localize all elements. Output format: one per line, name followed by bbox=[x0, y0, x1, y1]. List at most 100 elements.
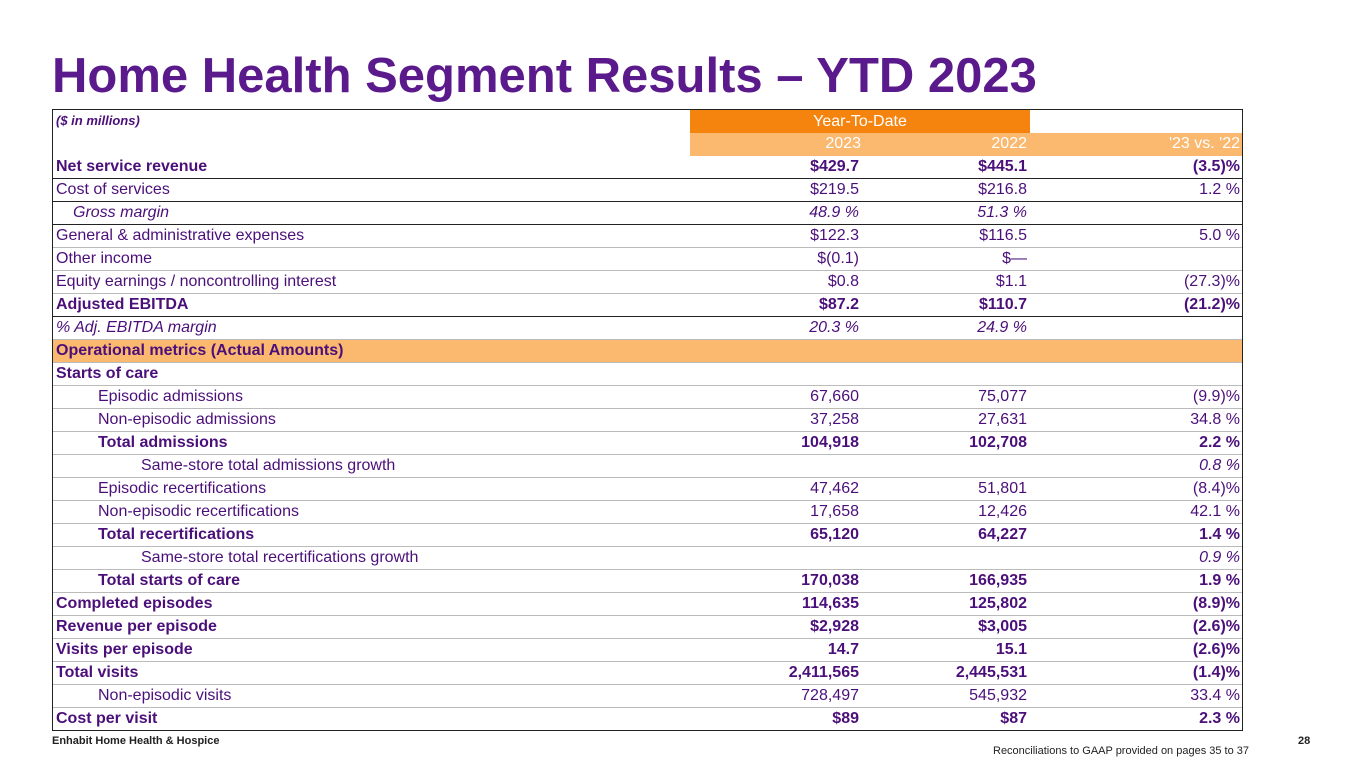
row-label: Adjusted EBITDA bbox=[56, 296, 189, 313]
cell-2023: 2,411,565 bbox=[788, 664, 859, 681]
cell-change: (8.9)% bbox=[1192, 595, 1240, 612]
cell-change: (27.3)% bbox=[1183, 273, 1240, 290]
row-label: Net service revenue bbox=[56, 158, 208, 175]
cell-change: (3.5)% bbox=[1192, 158, 1240, 175]
table-row: Total recertifications 65,120 64,227 1.4 % bbox=[53, 523, 1242, 546]
cell-2023: 65,120 bbox=[810, 526, 859, 543]
cell-2023: 37,258 bbox=[810, 411, 859, 428]
row-label: Other income bbox=[56, 250, 153, 267]
cell-2022: 545,932 bbox=[969, 687, 1027, 704]
cell-2023: $(0.1) bbox=[817, 250, 859, 267]
cell-2022: $216.8 bbox=[978, 181, 1027, 198]
cell-2023: 104,918 bbox=[801, 434, 859, 451]
row-label: Starts of care bbox=[56, 365, 159, 382]
col-header-change: '23 vs. '22 bbox=[1168, 135, 1240, 152]
cell-2022: $3,005 bbox=[978, 618, 1027, 635]
cell-change: (1.4)% bbox=[1192, 664, 1240, 681]
cell-2023: 114,635 bbox=[802, 595, 859, 612]
cell-change: (21.2)% bbox=[1183, 296, 1240, 313]
table-row: Non-episodic admissions 37,258 27,631 34.8 … bbox=[53, 408, 1242, 431]
cell-2022: 166,935 bbox=[969, 572, 1027, 589]
cell-2022: 51.3 % bbox=[977, 204, 1027, 221]
cell-2022: 24.9 % bbox=[977, 319, 1027, 336]
cell-2023: $219.5 bbox=[810, 181, 859, 198]
row-label: Visits per episode bbox=[56, 641, 193, 658]
cell-2022: 12,426 bbox=[978, 503, 1027, 520]
cell-change: (2.6)% bbox=[1192, 641, 1240, 658]
table-row: Total visits 2,411,565 2,445,531 (1.4)% bbox=[53, 661, 1242, 684]
table-row: Equity earnings / noncontrolling interes… bbox=[53, 270, 1242, 293]
cell-change: (8.4)% bbox=[1192, 480, 1240, 497]
row-label: Same-store total admissions growth bbox=[141, 457, 396, 474]
table-row: % Adj. EBITDA margin 20.3 % 24.9 % bbox=[53, 316, 1242, 339]
row-label: Non-episodic admissions bbox=[98, 411, 276, 428]
row-label: Revenue per episode bbox=[56, 618, 217, 635]
row-label: Cost per visit bbox=[56, 710, 158, 727]
cell-change: 5.0 % bbox=[1199, 227, 1240, 244]
cell-2023: $2,928 bbox=[810, 618, 859, 635]
cell-2022: $1.1 bbox=[995, 273, 1027, 290]
cell-2022: $— bbox=[1002, 250, 1027, 267]
cell-2022: $87 bbox=[1000, 710, 1027, 727]
cell-2022: 2,445,531 bbox=[955, 664, 1027, 681]
table-row: Visits per episode 14.7 15.1 (2.6)% bbox=[53, 638, 1242, 661]
results-table: ($ in millions) Year-To-Date 2023 2022 '… bbox=[52, 109, 1243, 731]
page-number: 28 bbox=[1298, 735, 1311, 747]
row-label: Equity earnings / noncontrolling interes… bbox=[56, 273, 337, 290]
units-label: ($ in millions) bbox=[56, 113, 140, 128]
table-header-period-row: ($ in millions) Year-To-Date bbox=[53, 110, 1242, 133]
table-row: Episodic recertifications 47,462 51,801 (8.… bbox=[53, 477, 1242, 500]
table-row: Total admissions 104,918 102,708 2.2 % bbox=[53, 431, 1242, 454]
cell-change: 1.4 % bbox=[1199, 526, 1240, 543]
table-row: Same-store total recertifications growth… bbox=[53, 546, 1242, 569]
page-title: Home Health Segment Results – YTD 2023 bbox=[52, 49, 1037, 103]
row-label: Non-episodic recertifications bbox=[98, 503, 299, 520]
table-row: General & administrative expenses $122.3 $… bbox=[53, 224, 1242, 247]
cell-2022: 75,077 bbox=[978, 388, 1027, 405]
cell-2022: 15.1 bbox=[995, 641, 1027, 658]
cell-change: 42.1 % bbox=[1190, 503, 1240, 520]
cell-change: 2.3 % bbox=[1199, 710, 1240, 727]
cell-2023: 17,658 bbox=[810, 503, 859, 520]
table-row: Other income $(0.1) $— bbox=[53, 247, 1242, 270]
row-label: Non-episodic visits bbox=[98, 687, 232, 704]
table-row: Non-episodic visits 728,497 545,932 33.4 % bbox=[53, 684, 1242, 707]
cell-change: 34.8 % bbox=[1190, 411, 1240, 428]
row-label: Episodic admissions bbox=[98, 388, 243, 405]
cell-2022: 51,801 bbox=[978, 480, 1027, 497]
cell-2023: $89 bbox=[832, 710, 859, 727]
cell-2022: 102,708 bbox=[969, 434, 1027, 451]
table-row: Cost of services $219.5 $216.8 1.2 % bbox=[53, 178, 1242, 201]
row-label: Total admissions bbox=[98, 434, 228, 451]
row-label: Operational metrics (Actual Amounts) bbox=[56, 342, 344, 359]
cell-change: 33.4 % bbox=[1190, 687, 1240, 704]
cell-change: 1.2 % bbox=[1199, 181, 1240, 198]
table-row: Adjusted EBITDA $87.2 $110.7 (21.2)% bbox=[53, 293, 1242, 316]
table-row: Episodic admissions 67,660 75,077 (9.9)% bbox=[53, 385, 1242, 408]
footnote: Reconciliations to GAAP provided on page… bbox=[993, 745, 1250, 757]
cell-change: (9.9)% bbox=[1192, 388, 1240, 405]
table-row: Same-store total admissions growth 0.8 % bbox=[53, 454, 1242, 477]
cell-2023: $0.8 bbox=[827, 273, 859, 290]
table-row: Completed episodes 114,635 125,802 (8.9)% bbox=[53, 592, 1242, 615]
cell-2023: $87.2 bbox=[818, 296, 859, 313]
cell-2022: $110.7 bbox=[978, 296, 1027, 313]
cell-2023: 48.9 % bbox=[809, 204, 859, 221]
row-label: Completed episodes bbox=[56, 595, 213, 612]
cell-change: 1.9 % bbox=[1199, 572, 1240, 589]
cell-2023: 20.3 % bbox=[809, 319, 859, 336]
cell-2022: 64,227 bbox=[978, 526, 1027, 543]
table-row: Total starts of care 170,038 166,935 1.9 % bbox=[53, 569, 1242, 592]
table-row: Non-episodic recertifications 17,658 12,42… bbox=[53, 500, 1242, 523]
row-label: Cost of services bbox=[56, 181, 170, 198]
cell-2022: $116.5 bbox=[979, 227, 1027, 244]
row-label: Gross margin bbox=[73, 204, 170, 221]
cell-2023: 47,462 bbox=[810, 480, 859, 497]
cell-2023: 67,660 bbox=[810, 388, 859, 405]
cell-2023: 14.7 bbox=[827, 641, 859, 658]
cell-change: 0.9 % bbox=[1199, 549, 1240, 566]
row-label: % Adj. EBITDA margin bbox=[56, 319, 217, 336]
table-body: Net service revenue $429.7 $445.1 (3.5)% Cos… bbox=[53, 156, 1242, 730]
cell-2022: 27,631 bbox=[978, 411, 1027, 428]
cell-2023: $122.3 bbox=[810, 227, 859, 244]
